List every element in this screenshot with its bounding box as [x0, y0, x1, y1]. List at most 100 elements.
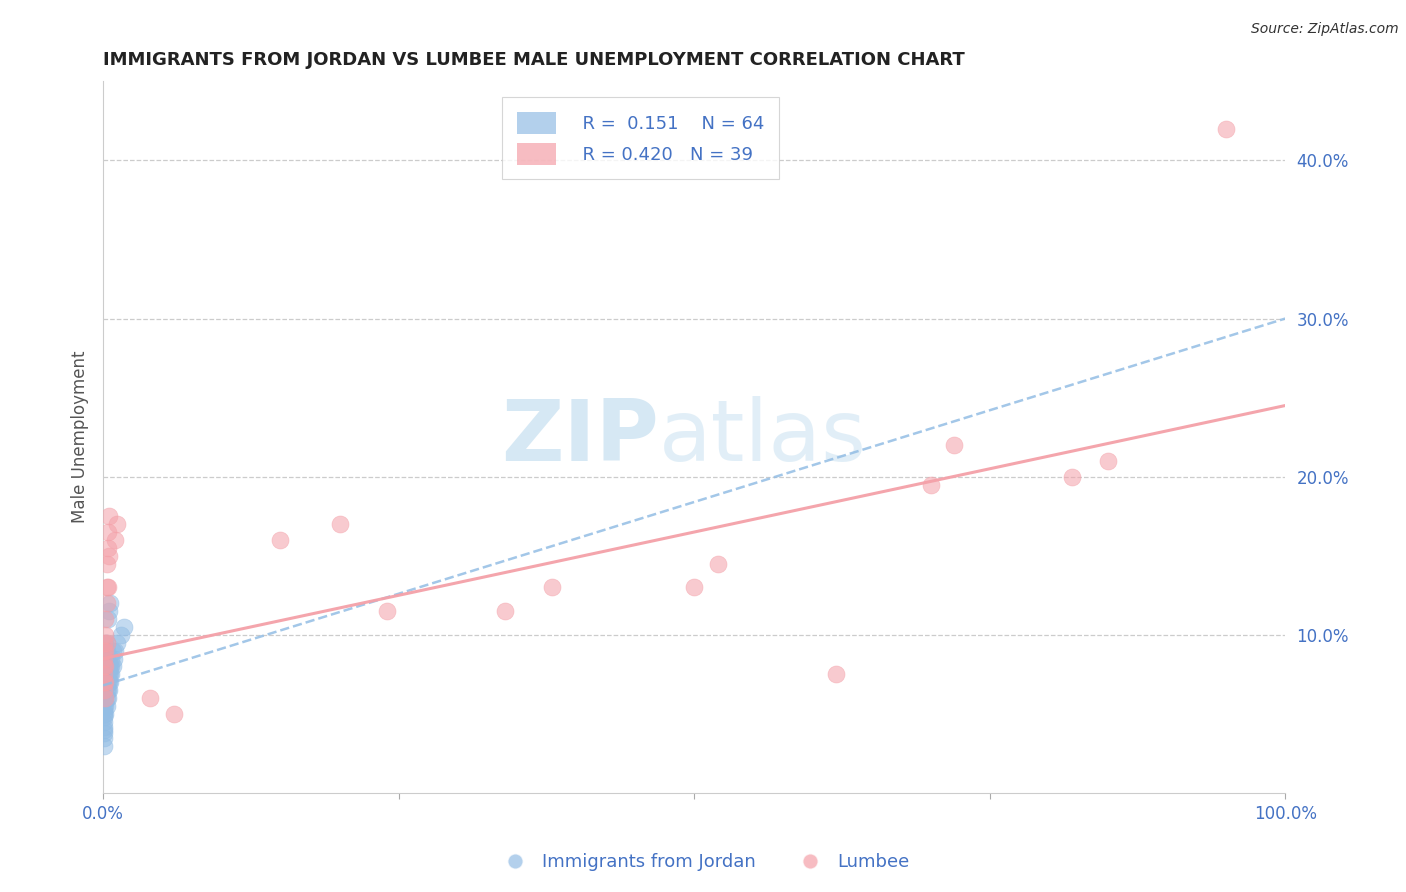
Point	[104, 533, 127, 547]
Point	[96, 651, 118, 665]
Point	[112, 620, 135, 634]
Point	[94, 612, 117, 626]
Point	[494, 604, 516, 618]
Point	[94, 659, 117, 673]
Point	[96, 667, 118, 681]
Point	[97, 659, 120, 673]
Point	[94, 691, 117, 706]
Point	[93, 659, 115, 673]
Point	[920, 477, 942, 491]
Point	[93, 691, 115, 706]
Point	[139, 691, 162, 706]
Point	[105, 517, 128, 532]
Point	[93, 643, 115, 657]
Point	[94, 706, 117, 721]
Point	[943, 438, 966, 452]
Point	[93, 636, 115, 650]
Point	[97, 524, 120, 539]
Point	[96, 643, 118, 657]
Point	[94, 628, 117, 642]
Point	[93, 659, 115, 673]
Point	[93, 683, 115, 698]
Point	[94, 643, 117, 657]
Point	[93, 706, 115, 721]
Point	[96, 596, 118, 610]
Point	[94, 667, 117, 681]
Point	[93, 698, 115, 713]
Point	[100, 651, 122, 665]
Point	[94, 698, 117, 713]
Point	[96, 636, 118, 650]
Point	[104, 643, 127, 657]
Point	[110, 628, 132, 642]
Point	[269, 533, 291, 547]
Point	[101, 643, 124, 657]
Point	[1062, 469, 1084, 483]
Point	[98, 683, 121, 698]
Point	[98, 675, 121, 690]
Point	[1215, 121, 1237, 136]
Point	[97, 667, 120, 681]
Point	[98, 659, 121, 673]
Point	[97, 612, 120, 626]
Point	[100, 659, 122, 673]
Point	[103, 651, 125, 665]
Point	[98, 659, 121, 673]
Point	[96, 659, 118, 673]
Point	[683, 581, 706, 595]
Point	[93, 694, 115, 708]
Point	[98, 549, 121, 563]
Point	[93, 667, 115, 681]
Point	[97, 675, 120, 690]
Legend: Immigrants from Jordan, Lumbee: Immigrants from Jordan, Lumbee	[489, 847, 917, 879]
Point	[98, 667, 121, 681]
Point	[98, 604, 121, 618]
Point	[98, 667, 121, 681]
Point	[541, 581, 564, 595]
Point	[93, 710, 115, 724]
Point	[100, 667, 122, 681]
Legend:   R =  0.151    N = 64,   R = 0.420   N = 39: R = 0.151 N = 64, R = 0.420 N = 39	[502, 97, 779, 179]
Point	[96, 557, 118, 571]
Point	[93, 675, 115, 690]
Point	[94, 643, 117, 657]
Point	[96, 581, 118, 595]
Point	[97, 541, 120, 555]
Point	[707, 557, 730, 571]
Point	[105, 636, 128, 650]
Point	[94, 636, 117, 650]
Point	[93, 672, 115, 686]
Point	[93, 678, 115, 692]
Point	[93, 704, 115, 718]
Text: atlas: atlas	[658, 396, 866, 479]
Point	[96, 675, 118, 690]
Point	[96, 698, 118, 713]
Point	[93, 683, 115, 698]
Point	[97, 581, 120, 595]
Point	[93, 688, 115, 702]
Point	[96, 636, 118, 650]
Point	[93, 651, 115, 665]
Point	[93, 675, 115, 690]
Point	[93, 720, 115, 734]
Point	[97, 683, 120, 698]
Point	[93, 739, 115, 753]
Point	[96, 683, 118, 698]
Point	[163, 706, 186, 721]
Point	[93, 723, 115, 737]
Point	[93, 731, 115, 745]
Point	[1097, 454, 1119, 468]
Point	[93, 714, 115, 729]
Text: ZIP: ZIP	[501, 396, 658, 479]
Point	[94, 691, 117, 706]
Text: IMMIGRANTS FROM JORDAN VS LUMBEE MALE UNEMPLOYMENT CORRELATION CHART: IMMIGRANTS FROM JORDAN VS LUMBEE MALE UN…	[103, 51, 965, 69]
Point	[375, 604, 398, 618]
Text: Source: ZipAtlas.com: Source: ZipAtlas.com	[1251, 22, 1399, 37]
Point	[825, 667, 848, 681]
Point	[94, 675, 117, 690]
Point	[93, 726, 115, 740]
Point	[328, 517, 350, 532]
Point	[93, 651, 115, 665]
Point	[96, 691, 118, 706]
Point	[94, 675, 117, 690]
